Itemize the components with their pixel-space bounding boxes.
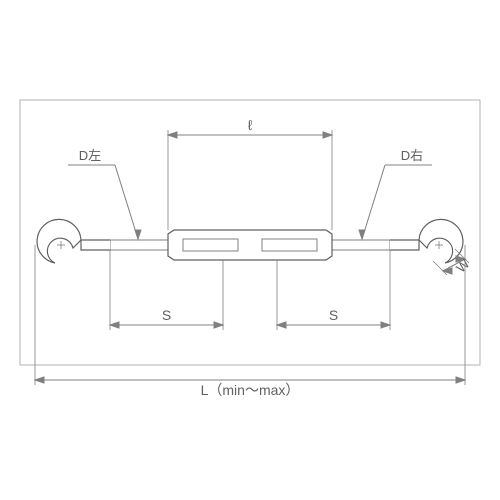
dim-label: L（min～max） [201,382,300,398]
dim-label: S [329,307,338,323]
label-d-left: D左 [79,148,101,163]
dim-label: ℓ [248,117,253,133]
dim-label: S [162,307,171,323]
turnbuckle-diagram: ℓD左D右WSSL（min～max） [0,0,500,500]
label-d-right: D右 [401,148,423,163]
